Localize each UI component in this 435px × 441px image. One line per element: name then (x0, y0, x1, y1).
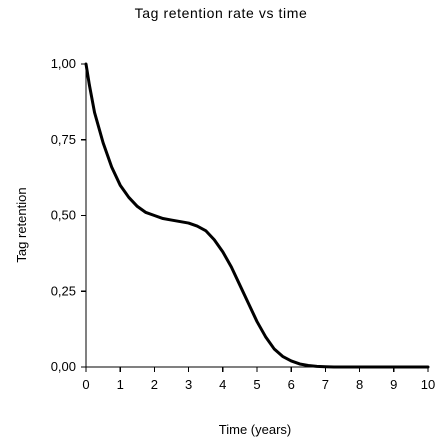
x-tick-label-1: 1 (117, 377, 124, 392)
y-tick-label-2: 0,50 (51, 208, 76, 223)
y-tick-label-0: 0,00 (51, 359, 76, 374)
x-tick-label-9: 9 (390, 377, 397, 392)
x-tick-label-4: 4 (219, 377, 226, 392)
x-tick-label-2: 2 (151, 377, 158, 392)
y-tick-label-3: 0,75 (51, 132, 76, 147)
x-tick-label-10: 10 (421, 377, 435, 392)
x-tick-label-7: 7 (322, 377, 329, 392)
x-tick-label-6: 6 (288, 377, 295, 392)
y-tick-label-1: 0,25 (51, 283, 76, 298)
x-tick-label-0: 0 (82, 377, 89, 392)
retention-curve-line (84, 62, 430, 369)
x-axis-title: Time (years) (219, 422, 291, 437)
y-tick-label-4: 1,00 (51, 56, 76, 71)
x-tick-label-3: 3 (185, 377, 192, 392)
y-axis-title: Tag retention (14, 187, 29, 262)
chart-title: Tag retention rate vs time (135, 5, 308, 21)
x-tick-label-5: 5 (253, 377, 260, 392)
x-tick-label-8: 8 (356, 377, 363, 392)
series-layer (84, 62, 430, 369)
ticks-layer: 0 1 2 3 4 5 6 7 8 9 10 0,00 0,25 0,50 0,75 1,00 (51, 56, 435, 392)
